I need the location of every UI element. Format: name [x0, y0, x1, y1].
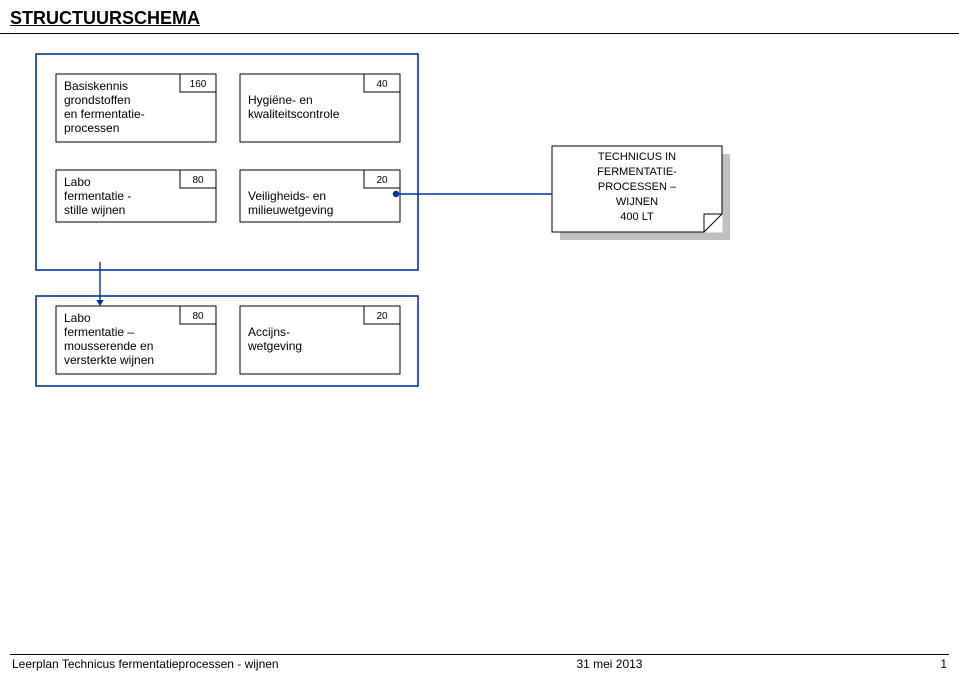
svg-text:fermentatie –: fermentatie – [64, 325, 134, 339]
svg-text:Veiligheids- en: Veiligheids- en [248, 189, 326, 203]
svg-text:milieuwetgeving: milieuwetgeving [248, 203, 333, 217]
svg-text:20: 20 [376, 175, 388, 186]
svg-text:160: 160 [190, 79, 207, 90]
svg-text:PROCESSEN –: PROCESSEN – [598, 181, 677, 193]
svg-text:Labo: Labo [64, 311, 91, 325]
footer-mid: 31 mei 2013 [576, 657, 642, 671]
svg-text:20: 20 [376, 311, 388, 322]
svg-text:Basiskennis: Basiskennis [64, 79, 128, 93]
svg-text:FERMENTATIE-: FERMENTATIE- [597, 166, 677, 178]
svg-text:en fermentatie-: en fermentatie- [64, 107, 145, 121]
svg-text:400 LT: 400 LT [620, 211, 654, 223]
svg-text:WIJNEN: WIJNEN [616, 196, 658, 208]
svg-text:wetgeving: wetgeving [247, 339, 302, 353]
svg-text:80: 80 [192, 175, 204, 186]
footer-left: Leerplan Technicus fermentatieprocessen … [12, 657, 279, 671]
svg-text:Accijns-: Accijns- [248, 325, 290, 339]
svg-text:Labo: Labo [64, 175, 91, 189]
svg-text:grondstoffen: grondstoffen [64, 93, 131, 107]
page-footer: Leerplan Technicus fermentatieprocessen … [0, 654, 959, 671]
svg-text:processen: processen [64, 121, 119, 135]
svg-text:kwaliteitscontrole: kwaliteitscontrole [248, 107, 340, 121]
page-title: STRUCTUURSCHEMA [0, 0, 959, 29]
svg-text:versterkte wijnen: versterkte wijnen [64, 353, 154, 367]
svg-text:mousserende en: mousserende en [64, 339, 153, 353]
structure-diagram: TECHNICUS IN FERMENTATIE- PROCESSEN – WIJNE… [0, 34, 959, 594]
svg-text:Hygiëne- en: Hygiëne- en [248, 93, 313, 107]
svg-text:TECHNICUS IN: TECHNICUS IN [598, 151, 676, 163]
svg-text:fermentatie -: fermentatie - [64, 189, 131, 203]
svg-text:80: 80 [192, 311, 204, 322]
footer-right: 1 [940, 657, 947, 671]
svg-text:40: 40 [376, 79, 388, 90]
svg-text:stille wijnen: stille wijnen [64, 203, 125, 217]
